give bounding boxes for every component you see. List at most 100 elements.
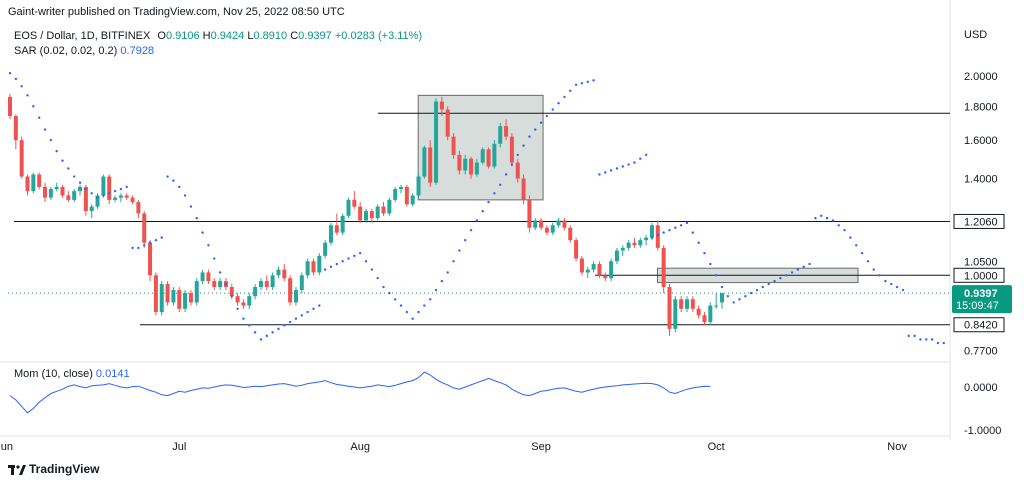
momentum-tick-label: -1.0000 [964,425,1001,437]
sar-dot [814,216,817,220]
sar-dot [440,279,444,283]
symbol-legend: EOS / Dollar, 1D, BITFINEX O0.9106 H0.94… [14,30,422,42]
price-tick-label: 1.0000 [964,270,998,282]
sar-dot [744,294,747,298]
sar-dot [808,262,811,266]
sar-dot [650,236,654,239]
candle-body [293,290,298,303]
momentum-tick-label: 0.0000 [964,382,998,394]
sar-dot [102,194,105,197]
sar-dot [504,173,508,176]
sar-dot [329,265,333,268]
sar-dot [633,161,636,164]
candle-body [253,287,258,297]
candle-body [212,281,217,288]
candle-body [457,154,462,171]
sar-dot [189,205,193,208]
time-tick-label: Nov [887,441,907,453]
candle-body [171,290,176,303]
candle-body [358,206,363,221]
sar-dot [67,167,70,170]
tradingview-logo-icon [8,464,26,475]
sar-dot [930,338,934,341]
price-tick-label: 1.6000 [964,135,998,147]
candle-body [19,140,24,177]
price-level-tag [953,317,1005,333]
price-tick-label: 1.8000 [964,101,998,113]
sar-dot [820,214,823,217]
sar-dot [417,310,420,314]
sar-dot [230,294,233,298]
candle-body [299,275,304,291]
sar-legend: SAR (0.02, 0.02, 0.2) 0.7928 [14,45,154,57]
time-tick-label: Jul [172,441,186,453]
candle-body [469,158,474,175]
sar-dot [884,279,887,283]
sar-dot [656,233,660,237]
sar-dot [96,196,99,199]
candle-body [8,96,12,117]
sar-dot [790,271,794,274]
sar-dot [668,228,671,232]
candle-body [673,299,678,329]
time-tick-label: Oct [708,441,725,453]
candle-body [539,220,544,228]
sar-dot [644,153,648,157]
price-tick-label: 1.0500 [964,256,998,268]
high-value: 0.9424 [210,30,245,42]
sar-dot [8,71,12,75]
candle-body [364,211,368,221]
candle-body [78,186,83,192]
sar-dot [341,260,344,263]
sar-dot [557,101,560,105]
sar-dot [925,338,928,341]
sar-dot [732,301,735,304]
candle-body [404,186,409,205]
high-label: H [202,30,211,42]
sar-dot [90,192,93,195]
sar-dot [253,331,257,334]
candle-body [720,293,724,303]
sar-dot [143,244,146,247]
candle-body [504,126,509,137]
sar-dot [755,288,759,292]
sar-dot [195,216,198,220]
sar-dot [604,171,607,174]
sar-dot [574,83,578,86]
momentum-legend: Mom (10, close) 0.0141 [14,368,130,380]
candle-body [177,290,182,309]
sar-dot [919,338,922,341]
candle-body [206,272,211,282]
sar-dot [358,251,362,255]
sar-dot [37,116,41,119]
sar-dot [481,209,484,213]
sar-dot [516,153,519,157]
sar-dot [242,317,245,320]
candle-body [229,287,234,297]
close-label: C [290,30,299,42]
price-tick-label: 2.0000 [964,71,998,83]
countdown-label: 15:09:47 [956,300,999,312]
candle-body [550,225,555,233]
candle-body [247,296,252,306]
candle-body [136,202,141,214]
sar-dot [61,159,64,162]
sar-dot [802,265,805,268]
sar-dot [26,94,29,97]
sar-dot [709,262,712,266]
candle-body [83,186,88,212]
sar-dot [43,128,47,131]
candle-body [31,174,36,192]
candle-body [544,227,549,233]
sar-dot [178,185,181,189]
candle-body [597,264,602,276]
candle-body [445,109,450,137]
sar-dot [598,173,601,176]
sar-dot [878,274,881,277]
sar-dot [154,238,158,242]
candle-body [498,126,503,144]
sar-dot [411,317,414,320]
sar-dot [779,276,782,280]
candle-body [684,299,689,309]
